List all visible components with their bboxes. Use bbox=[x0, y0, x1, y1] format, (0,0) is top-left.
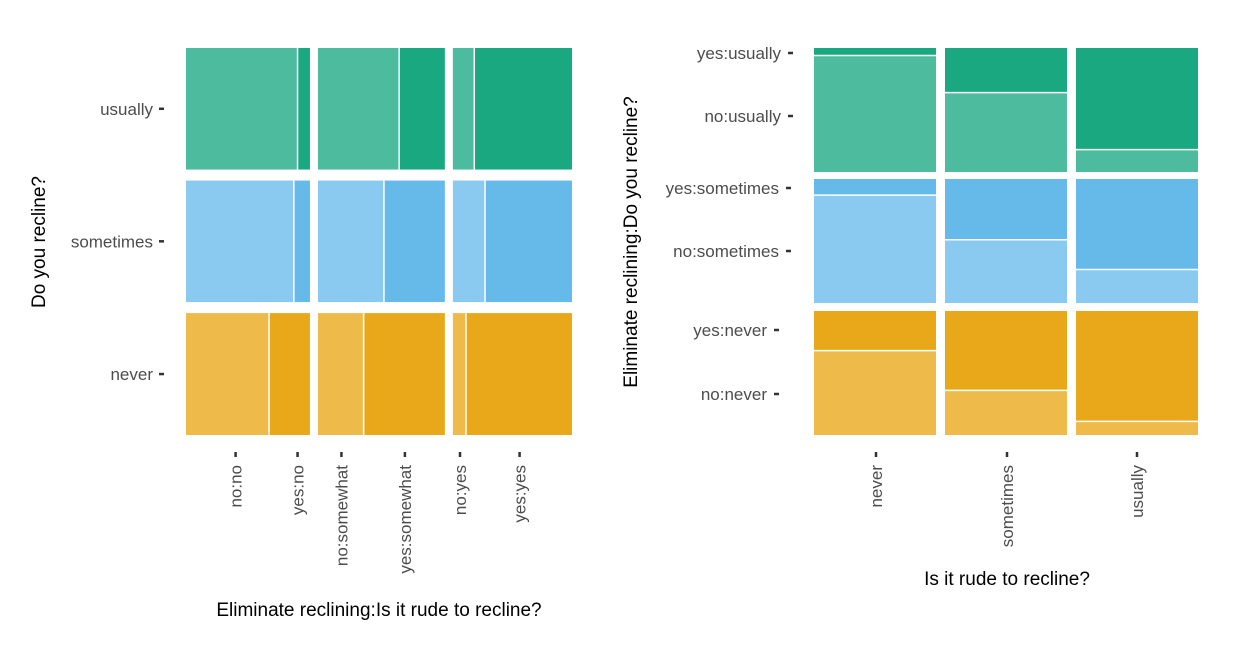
mosaic-cell-yes-never-usually bbox=[1076, 311, 1198, 422]
mosaic-cell-no-sometimes-usually bbox=[1076, 269, 1198, 303]
mosaic-cell-sometimes-yes-yes bbox=[485, 180, 572, 303]
mosaic-cell-usually-yes-somewhat bbox=[399, 48, 445, 170]
mosaic-cell-no-never-sometimes bbox=[945, 390, 1067, 435]
mosaic-cell-no-usually-never bbox=[814, 55, 936, 172]
y-tick-label-no-never: no:never bbox=[701, 385, 767, 404]
mosaic-cell-sometimes-yes-somewhat bbox=[383, 180, 445, 303]
mosaic-cell-never-no-yes bbox=[452, 313, 466, 435]
chart-left: usually sometimes never no:no yes:no no:somew… bbox=[29, 48, 572, 621]
x-tick-label-no-somewhat: no:somewhat bbox=[332, 465, 351, 566]
mosaic-cell-yes-usually-never bbox=[814, 48, 936, 56]
mosaic-cell-yes-sometimes-never bbox=[814, 179, 936, 196]
mosaic-cell-no-sometimes-sometimes bbox=[945, 239, 1067, 303]
y-tick-label-usually: usually bbox=[100, 100, 153, 119]
x-tick-label-yes-yes: yes:yes bbox=[511, 465, 530, 523]
mosaic-cell-yes-sometimes-usually bbox=[1076, 179, 1198, 270]
y-tick-label-never: never bbox=[110, 365, 153, 384]
chart-right: yes:usually no:usually yes:sometimes no:som… bbox=[621, 44, 1198, 590]
x-tick-label-never: never bbox=[867, 465, 886, 508]
mosaic-cell-usually-yes-yes bbox=[474, 48, 572, 170]
mosaic-cell-no-never-never bbox=[814, 350, 936, 435]
x-tick-label-yes-somewhat: yes:somewhat bbox=[396, 465, 415, 574]
mosaic-cell-usually-no-somewhat bbox=[317, 48, 400, 170]
x-tick-label-sometimes: sometimes bbox=[998, 465, 1017, 547]
mosaic-cell-yes-usually-sometimes bbox=[945, 48, 1067, 93]
mosaic-cell-sometimes-no-no bbox=[186, 180, 294, 303]
y-tick-label-yes-sometimes: yes:sometimes bbox=[666, 179, 779, 198]
mosaic-cell-never-yes-no bbox=[269, 313, 310, 435]
mosaic-cell-sometimes-no-somewhat bbox=[317, 180, 384, 303]
mosaic-cell-never-yes-somewhat bbox=[363, 313, 445, 435]
mosaic-cell-yes-never-never bbox=[814, 311, 936, 351]
y-tick-label-sometimes: sometimes bbox=[71, 232, 153, 251]
mosaic-cell-no-sometimes-never bbox=[814, 195, 936, 303]
mosaic-cell-yes-never-sometimes bbox=[945, 311, 1067, 391]
mosaic-cell-no-never-usually bbox=[1076, 421, 1198, 435]
mosaic-cell-usually-no-yes bbox=[452, 48, 475, 170]
mosaic-cell-sometimes-yes-no bbox=[293, 180, 310, 303]
y-tick-label-no-sometimes: no:sometimes bbox=[673, 242, 779, 261]
mosaic-cell-no-usually-sometimes bbox=[945, 92, 1067, 172]
mosaic-cell-sometimes-no-yes bbox=[452, 180, 486, 303]
mosaic-cell-yes-usually-usually bbox=[1076, 48, 1198, 150]
mosaic-cell-usually-no-no bbox=[186, 48, 298, 170]
x-tick-label-no-no: no:no bbox=[227, 465, 246, 508]
y-axis-title: Do you recline? bbox=[29, 176, 50, 308]
x-tick-label-no-yes: no:yes bbox=[451, 465, 470, 515]
x-tick-label-usually: usually bbox=[1128, 465, 1147, 518]
x-tick-label-yes-no: yes:no bbox=[289, 465, 308, 515]
mosaic-cell-usually-yes-no bbox=[297, 48, 310, 170]
mosaic-cell-no-usually-usually bbox=[1076, 149, 1198, 172]
x-axis-title: Is it rude to recline? bbox=[924, 569, 1090, 590]
mosaic-cell-never-no-no bbox=[186, 313, 270, 435]
y-axis-title: Eliminate reclining:Do you recline? bbox=[621, 96, 642, 387]
y-tick-label-no-usually: no:usually bbox=[704, 107, 781, 126]
x-axis-title: Eliminate reclining:Is it rude to reclin… bbox=[216, 600, 541, 621]
y-tick-label-yes-never: yes:never bbox=[693, 321, 767, 340]
y-tick-label-yes-usually: yes:usually bbox=[697, 44, 782, 63]
mosaic-cell-yes-sometimes-sometimes bbox=[945, 179, 1067, 240]
mosaic-cell-never-no-somewhat bbox=[317, 313, 364, 435]
mosaic-cell-never-yes-yes bbox=[465, 313, 572, 435]
